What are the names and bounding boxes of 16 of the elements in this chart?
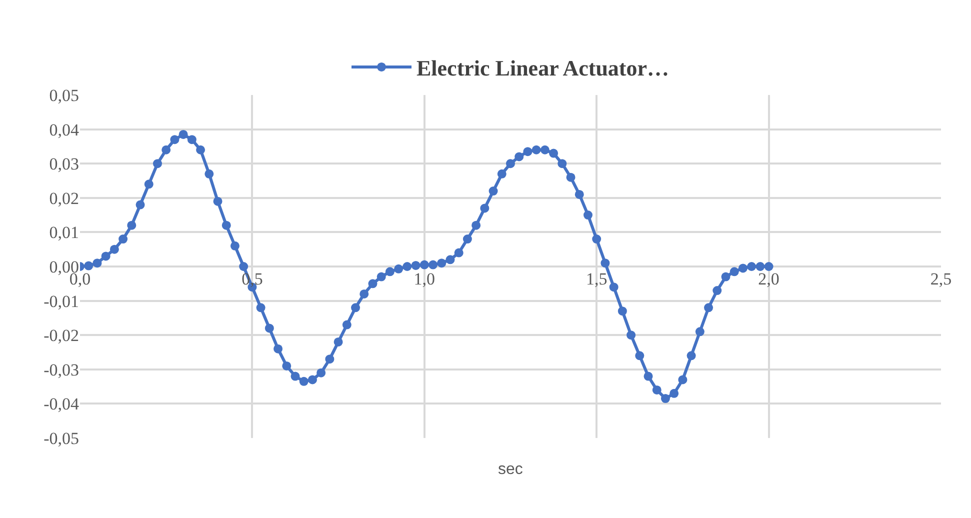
x-tick-label: 2,5: [930, 270, 952, 288]
x-axis-title: sec: [498, 461, 523, 478]
y-tick-label: 0,03: [49, 154, 79, 174]
y-tick-label: 0,04: [49, 120, 80, 140]
y-tick-label: 0,02: [49, 188, 79, 208]
x-tick-label: 2,0: [758, 270, 780, 288]
y-tick-label: -0,05: [44, 428, 79, 448]
y-tick-label: 0,01: [49, 223, 79, 242]
y-tick-label: -0,04: [44, 394, 80, 414]
y-tick-label: -0,02: [44, 326, 79, 346]
legend-label: Electric Linear Actuator…: [416, 56, 670, 81]
y-tick-label: 0,05: [49, 86, 79, 105]
y-tick-label: -0,03: [44, 360, 79, 380]
x-tick-label: 1,5: [586, 270, 608, 288]
y-tick-label: -0,01: [44, 292, 79, 311]
x-tick-label: 1,0: [414, 270, 436, 288]
